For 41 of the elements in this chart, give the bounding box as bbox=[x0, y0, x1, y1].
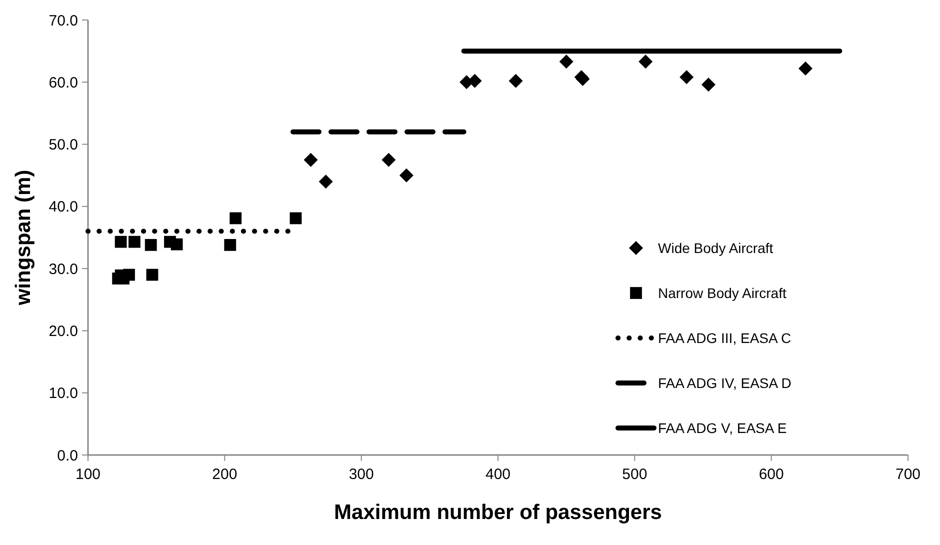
point bbox=[701, 78, 716, 92]
point bbox=[680, 70, 694, 84]
x-axis-title: Maximum number of passengers bbox=[334, 501, 662, 524]
x-tick-label: 300 bbox=[348, 466, 374, 483]
y-tick-label: 10.0 bbox=[48, 385, 78, 402]
x-tick-label: 600 bbox=[758, 466, 784, 483]
legend-label: FAA ADG V, EASA E bbox=[658, 420, 787, 436]
y-tick-label: 60.0 bbox=[48, 74, 78, 92]
point bbox=[230, 212, 242, 224]
legend-label: FAA ADG IV, EASA D bbox=[658, 374, 792, 391]
point bbox=[559, 54, 574, 69]
y-axis-title: wingspan (m) bbox=[12, 170, 35, 306]
point bbox=[170, 238, 183, 250]
point bbox=[114, 236, 127, 248]
point bbox=[399, 168, 414, 182]
y-tick-label: 40.0 bbox=[48, 198, 78, 216]
point bbox=[290, 212, 302, 224]
point bbox=[123, 268, 135, 281]
point bbox=[508, 74, 523, 88]
y-tick-label: 30.0 bbox=[48, 260, 78, 278]
point bbox=[798, 61, 812, 76]
x-tick-label: 400 bbox=[485, 466, 511, 483]
legend-label: Narrow Body Aircraft bbox=[658, 284, 786, 301]
point bbox=[304, 152, 318, 167]
point bbox=[146, 268, 158, 281]
x-tick-label: 100 bbox=[75, 466, 101, 483]
y-tick-label: 50.0 bbox=[48, 136, 78, 154]
x-tick-label: 700 bbox=[895, 466, 921, 483]
y-tick-label: 20.0 bbox=[48, 322, 78, 340]
point bbox=[144, 239, 157, 251]
y-tick-label: 70.0 bbox=[48, 12, 78, 30]
y-tick-label: 0.0 bbox=[57, 447, 78, 464]
point bbox=[382, 152, 396, 167]
x-tick-label: 500 bbox=[622, 466, 648, 483]
point bbox=[638, 54, 653, 69]
point bbox=[128, 236, 140, 248]
legend-label: Wide Body Aircraft bbox=[658, 240, 774, 256]
point bbox=[224, 239, 236, 251]
x-tick-label: 200 bbox=[212, 466, 238, 483]
legend-label: FAA ADG III, EASA C bbox=[658, 330, 792, 346]
point bbox=[318, 174, 333, 189]
